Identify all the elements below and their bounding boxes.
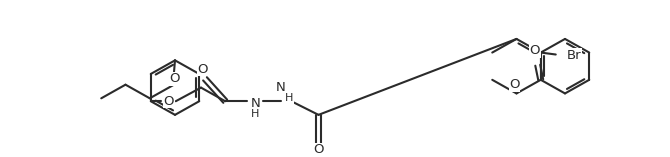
Text: O: O (529, 44, 540, 57)
Text: Br: Br (567, 49, 582, 62)
Text: N: N (275, 81, 285, 94)
Text: O: O (509, 78, 520, 91)
Text: O: O (163, 95, 174, 108)
Text: N: N (251, 97, 260, 110)
Text: H: H (251, 109, 259, 119)
Text: O: O (198, 63, 208, 76)
Text: O: O (169, 72, 180, 85)
Text: O: O (314, 143, 324, 156)
Text: H: H (285, 93, 293, 103)
